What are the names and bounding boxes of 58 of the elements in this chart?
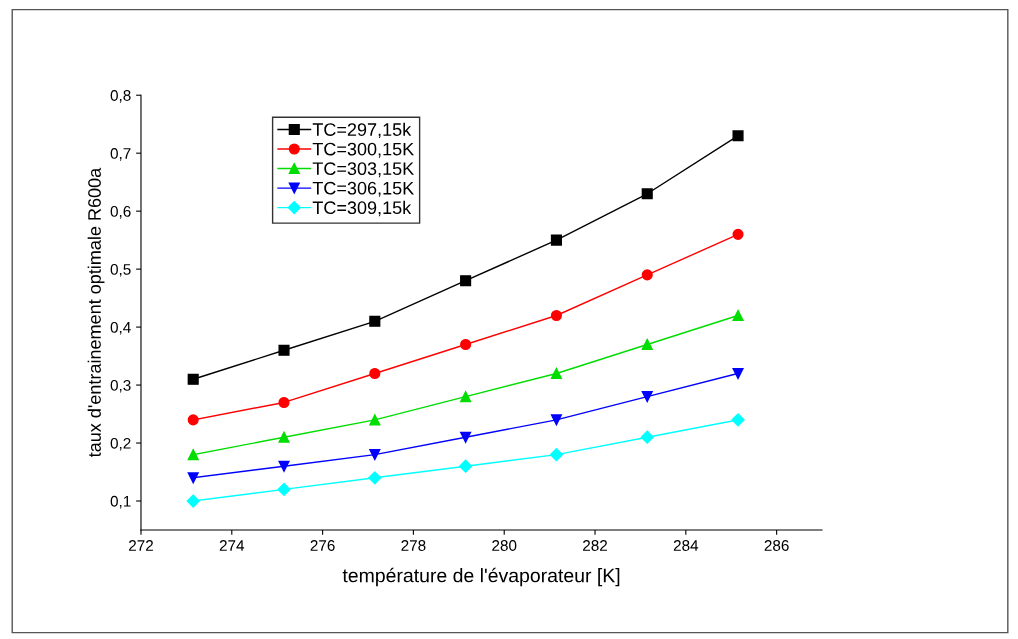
point — [550, 309, 562, 322]
point — [640, 430, 654, 444]
point — [732, 367, 744, 380]
legend-label: TC=309,15k — [312, 200, 412, 217]
point — [278, 344, 290, 356]
point — [550, 234, 562, 246]
point — [460, 275, 472, 287]
point — [277, 482, 291, 496]
x-tick-label: 282 — [583, 540, 607, 551]
x-tick-label: 284 — [673, 540, 699, 551]
point — [278, 396, 290, 409]
point — [460, 391, 472, 403]
legend-label: TC=300,15K — [312, 142, 415, 158]
x-tick-label: 272 — [129, 540, 153, 551]
y-tick-label: 0,2 — [110, 437, 131, 451]
legend-label: TC=297,15k — [312, 122, 412, 139]
y-tick-label: 0,4 — [110, 321, 131, 335]
y-tick-label: 0,6 — [110, 206, 131, 219]
point — [187, 373, 199, 385]
x-tick-label: 286 — [764, 540, 789, 551]
y-tick-label: 0,5 — [110, 263, 131, 277]
legend-label: TC=303,15K — [312, 162, 415, 178]
x-tick-label: 276 — [310, 540, 335, 551]
point — [186, 494, 200, 508]
point — [369, 414, 381, 426]
point — [732, 130, 744, 142]
point — [641, 188, 653, 200]
point — [278, 460, 290, 472]
point — [641, 338, 653, 351]
x-tick-label: 274 — [219, 540, 245, 551]
point — [459, 459, 473, 473]
y-tick-label: 0,3 — [110, 379, 131, 393]
legend-label: TC=306,15K — [312, 181, 415, 197]
point — [549, 448, 564, 462]
point — [368, 471, 382, 485]
point — [732, 309, 744, 322]
point — [731, 413, 745, 427]
point — [550, 367, 562, 380]
point — [460, 338, 472, 351]
point — [641, 269, 653, 281]
point — [641, 391, 653, 403]
y-tick-label: 0,1 — [110, 495, 131, 509]
point — [187, 449, 199, 461]
point — [369, 315, 381, 327]
point — [369, 449, 381, 461]
x-axis-title: température de l'évaporateur [K] — [342, 567, 620, 587]
y-tick-label: 0,8 — [110, 90, 131, 103]
point — [278, 431, 290, 443]
y-axis-title: taux d'entrainement optimale R600a — [87, 167, 105, 458]
point — [550, 414, 562, 426]
point — [460, 431, 472, 443]
point — [187, 472, 199, 484]
point — [187, 414, 199, 426]
y-tick-label: 0,7 — [110, 148, 131, 161]
point — [369, 367, 381, 380]
x-tick-label: 278 — [401, 540, 426, 551]
x-tick-label: 280 — [492, 540, 517, 551]
point — [732, 228, 744, 240]
